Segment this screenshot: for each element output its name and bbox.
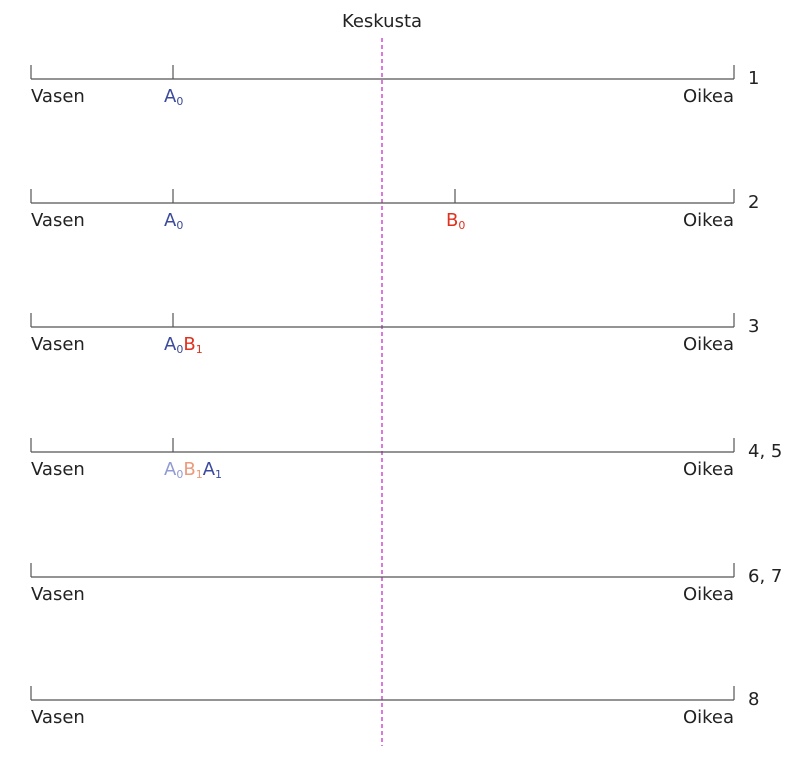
letter: A — [164, 86, 177, 107]
letter: B — [183, 334, 195, 355]
left-label: Vasen — [31, 210, 85, 231]
left-label: Vasen — [31, 86, 85, 107]
right-label: Oikea — [683, 459, 734, 480]
left-label: Vasen — [31, 707, 85, 728]
marker-label: A0 — [164, 86, 183, 108]
letter: B — [183, 459, 195, 480]
marker-label: B0 — [446, 210, 465, 232]
subscript: 1 — [196, 468, 203, 481]
step-label: 3 — [748, 316, 759, 337]
step-label: 6, 7 — [748, 566, 782, 587]
subscript: 0 — [176, 219, 183, 232]
letter: A — [164, 210, 177, 231]
subscript: 1 — [196, 343, 203, 356]
step-label: 8 — [748, 689, 759, 710]
subscript: 0 — [176, 468, 183, 481]
subscript: 0 — [176, 95, 183, 108]
center-label: Keskusta — [342, 11, 422, 32]
left-label: Vasen — [31, 459, 85, 480]
right-label: Oikea — [683, 86, 734, 107]
right-label: Oikea — [683, 334, 734, 355]
right-label: Oikea — [683, 707, 734, 728]
subscript: 0 — [458, 219, 465, 232]
right-label: Oikea — [683, 210, 734, 231]
subscript: 1 — [215, 468, 222, 481]
step-label: 2 — [748, 192, 759, 213]
step-label: 1 — [748, 68, 759, 89]
marker-label: A0B1 — [164, 334, 203, 356]
left-label: Vasen — [31, 334, 85, 355]
step-label: 4, 5 — [748, 441, 782, 462]
marker-label: A0B1A1 — [164, 459, 222, 481]
letter: B — [446, 210, 458, 231]
subscript: 0 — [176, 343, 183, 356]
letter: A — [164, 459, 177, 480]
marker-label: A0 — [164, 210, 183, 232]
right-label: Oikea — [683, 584, 734, 605]
letter: A — [164, 334, 177, 355]
left-label: Vasen — [31, 584, 85, 605]
letter: A — [203, 459, 216, 480]
